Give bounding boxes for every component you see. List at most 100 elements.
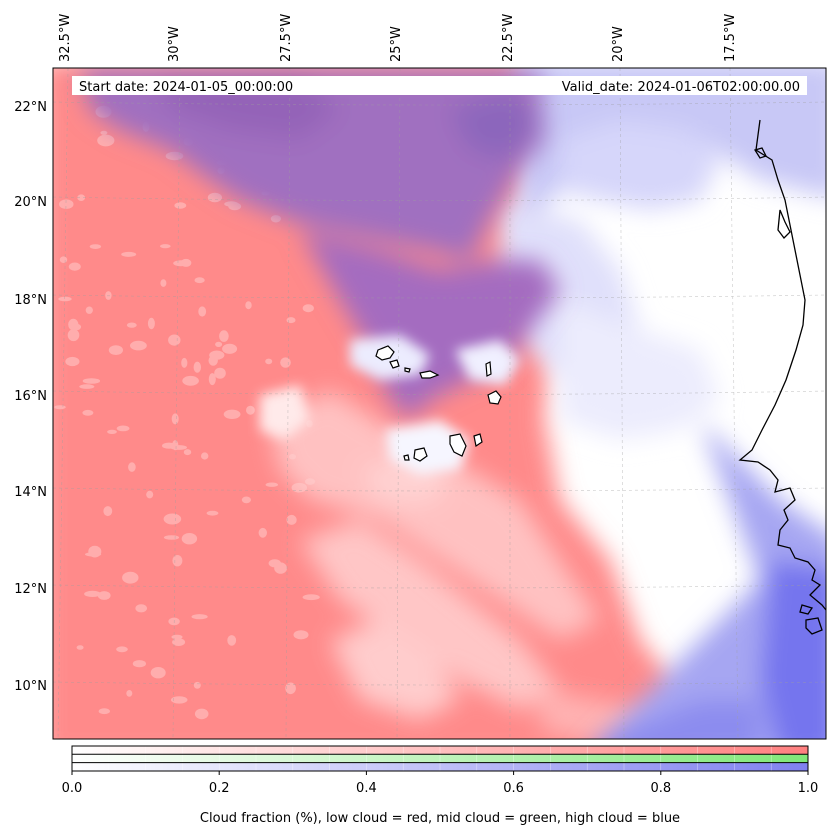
- gridlines: [53, 68, 826, 739]
- cloud-speckle: [280, 357, 291, 368]
- cloud-speckle: [172, 440, 179, 451]
- cloud-speckle: [173, 260, 189, 267]
- cloud-speckle: [223, 409, 241, 419]
- colorbar-tick-label: 0.8: [650, 781, 671, 796]
- cape-verde-islands: [375, 345, 502, 462]
- colorbar-tick-label: 0.6: [503, 781, 524, 796]
- cloud-speckle: [274, 562, 287, 574]
- cloud-speckle: [291, 482, 307, 493]
- cloud-speckle: [265, 482, 278, 487]
- cloud-speckle: [181, 357, 188, 368]
- colorbar-tick-label: 0.0: [62, 781, 83, 796]
- cloud-speckle: [59, 256, 68, 264]
- lat-label: 22°N: [14, 100, 47, 115]
- cloud-speckle: [285, 682, 296, 695]
- cloud-speckle: [224, 201, 239, 207]
- cloud-speckle: [108, 345, 123, 355]
- cloud-speckle: [54, 405, 66, 410]
- cloud-speckle: [302, 594, 320, 601]
- date-banner: [72, 76, 807, 95]
- cloud-speckle: [265, 358, 273, 365]
- lon-label: 32.5°W: [58, 14, 73, 62]
- cloud-speckle: [219, 330, 229, 342]
- cloud-speckle: [289, 454, 296, 460]
- lon-label: 22.5°W: [501, 14, 516, 62]
- cloud-speckle: [77, 194, 86, 201]
- cloud-speckle: [98, 708, 111, 715]
- cloud-speckle: [270, 215, 281, 223]
- map-area: [53, 68, 826, 739]
- colorbar-ticks: [71, 771, 809, 775]
- latitude-labels: 22°N 20°N 18°N 16°N 14°N 12°N 10°N: [14, 100, 47, 694]
- cloud-speckle: [128, 462, 136, 472]
- lat-label: 16°N: [14, 389, 47, 404]
- colorbar-tick-label: 1.0: [798, 781, 819, 796]
- cloud-speckle: [208, 373, 216, 386]
- cloud-speckle: [163, 535, 180, 540]
- cloud-speckle: [206, 510, 219, 516]
- cloud-speckle: [79, 384, 95, 389]
- lon-label: 30°W: [167, 26, 182, 62]
- cloud-speckle: [168, 334, 181, 346]
- cloud-speckle: [147, 317, 155, 330]
- cloud-speckle: [241, 496, 251, 504]
- lon-label: 20°W: [611, 26, 626, 62]
- cloud-speckle: [207, 192, 222, 203]
- cloud-speckle: [84, 590, 101, 598]
- cloud-speckle: [201, 452, 209, 460]
- cloud-speckle: [215, 341, 223, 347]
- cloud-speckle: [107, 429, 117, 434]
- cloud-speckle: [88, 545, 102, 558]
- cloud-speckle: [82, 409, 94, 416]
- longitude-labels: 32.5°W 30°W 27.5°W 25°W 22.5°W 20°W 17.5…: [58, 14, 738, 62]
- cloud-speckle: [246, 405, 255, 415]
- cloud-speckle: [302, 304, 314, 313]
- valid-date-label: Valid_date: 2024-01-06T02:00:00.00: [562, 80, 800, 95]
- cloud-speckle: [171, 634, 183, 640]
- cloud-speckle: [116, 646, 128, 653]
- lon-label: 27.5°W: [279, 14, 294, 62]
- lon-label: 17.5°W: [723, 14, 738, 62]
- cloud-speckle: [76, 645, 84, 650]
- cloud-speckle: [103, 506, 113, 517]
- cloud-speckle: [160, 279, 167, 287]
- cloud-speckle: [193, 681, 201, 689]
- colorbar-tick-label: 0.4: [356, 781, 377, 796]
- cloud-speckle: [258, 527, 267, 538]
- cloud-speckle: [286, 514, 297, 525]
- cloud-speckle: [68, 262, 81, 271]
- cloud-speckle: [193, 361, 201, 373]
- cloud-speckle: [150, 667, 166, 679]
- cloud-speckle: [82, 378, 101, 384]
- cloud-speckle: [209, 350, 225, 360]
- lon-label: 25°W: [389, 26, 404, 62]
- cloud-speckle: [245, 301, 252, 310]
- cloud-speckle: [174, 202, 187, 209]
- start-date-label: Start date: 2024-01-05_00:00:00: [79, 80, 293, 95]
- colorbar-frame: [71, 745, 809, 772]
- cloud-speckle: [97, 591, 111, 600]
- cloud-speckle: [121, 251, 137, 257]
- cloud-speckle: [286, 317, 296, 324]
- cloud-speckle: [85, 306, 93, 314]
- colorbar-tick-label: 0.2: [209, 781, 230, 796]
- cloud-speckle: [130, 340, 147, 351]
- lat-label: 12°N: [14, 582, 47, 597]
- lat-label: 10°N: [14, 679, 47, 694]
- cloud-speckle: [97, 134, 115, 147]
- cloud-speckle: [58, 296, 72, 302]
- cloud-speckle: [170, 696, 188, 704]
- lat-label: 18°N: [14, 293, 47, 308]
- coastlines: [738, 119, 826, 635]
- cloud-speckle: [183, 449, 192, 456]
- colorbar: 0.0 0.2 0.4 0.6 0.8 1.0 Cloud fraction (…: [62, 745, 819, 826]
- cloud-speckle: [293, 630, 309, 640]
- cloud-speckle: [194, 708, 209, 720]
- cloud-speckle: [214, 367, 226, 379]
- cloud-speckle: [67, 329, 80, 342]
- low-cloud-thin-bands: [270, 390, 696, 739]
- cloud-speckle: [182, 375, 199, 386]
- cloud-speckle: [126, 690, 133, 697]
- cloud-speckle: [163, 513, 182, 525]
- lat-label: 20°N: [14, 195, 47, 210]
